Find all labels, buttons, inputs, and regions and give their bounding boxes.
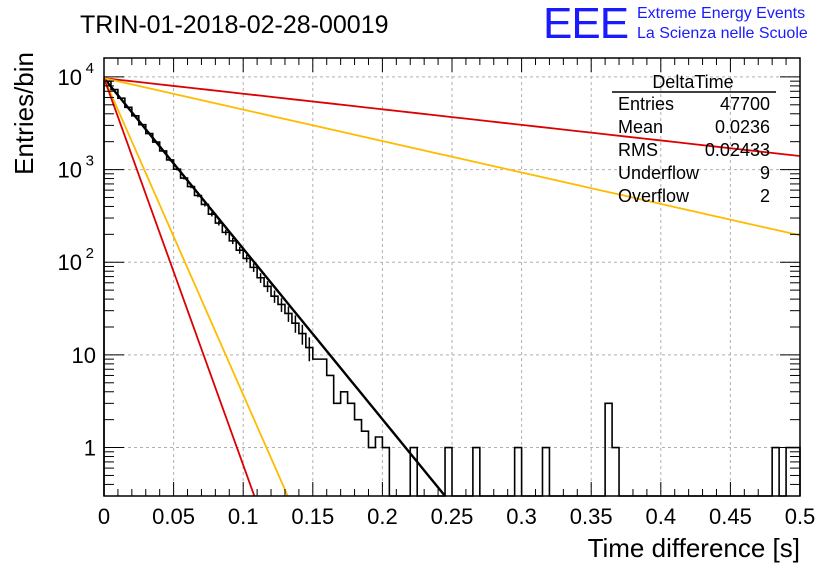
stats-value: 9 xyxy=(760,163,770,183)
plot-frame xyxy=(103,57,801,497)
x-tick-label: 0.45 xyxy=(709,504,752,529)
chart-title: TRIN-01-2018-02-28-00019 xyxy=(80,11,389,39)
x-axis-title: Time difference [s] xyxy=(588,533,800,563)
y-tick-label: 10 xyxy=(58,65,82,90)
stats-value: 0.0236 xyxy=(715,117,770,137)
y-tick-exponent: 2 xyxy=(86,245,94,262)
logo-line2: La Scienza nelle Scuole xyxy=(637,25,808,42)
series-line xyxy=(103,77,446,497)
x-tick-label: 0.1 xyxy=(228,504,259,529)
stats-label: Overflow xyxy=(618,186,690,206)
series-line xyxy=(103,77,289,497)
x-tick-label: 0.5 xyxy=(785,504,816,529)
eee-logo: EEE Extreme Energy Events La Scienza nel… xyxy=(543,0,808,48)
axes: 0 0.05 0.1 0.15 0.2 0.25 0.3 0.35 0.4 0.45 0.5 1 10 1… xyxy=(58,57,816,529)
series-line xyxy=(103,77,256,497)
series-line xyxy=(103,77,801,237)
logo-line1: Extreme Energy Events xyxy=(637,5,805,22)
logo-text: EEE xyxy=(543,0,628,48)
x-tick-label: 0 xyxy=(98,504,110,529)
x-tick-label: 0.05 xyxy=(152,504,195,529)
x-tick-label: 0.25 xyxy=(431,504,474,529)
x-tick-label: 0.3 xyxy=(506,504,537,529)
y-tick-label: 10 xyxy=(72,343,96,368)
stats-label: Underflow xyxy=(618,163,700,183)
stats-box: DeltaTime Entries 47700 Mean 0.0236 RMS 0.024… xyxy=(612,72,776,206)
stats-value: 47700 xyxy=(720,94,770,114)
grid xyxy=(104,58,800,496)
stats-value: 2 xyxy=(760,186,770,206)
y-tick-label: 10 xyxy=(58,158,82,183)
stats-title: DeltaTime xyxy=(652,72,733,92)
fit-curves xyxy=(103,77,801,497)
x-tick-label: 0.35 xyxy=(570,504,613,529)
stats-value: 0.02433 xyxy=(705,140,770,160)
series-line xyxy=(103,77,801,157)
y-tick-exponent: 3 xyxy=(86,153,94,170)
y-tick-label: 1 xyxy=(84,436,96,461)
y-axis-title: Entries/bin xyxy=(9,52,39,175)
x-tick-label: 0.4 xyxy=(646,504,677,529)
x-tick-label: 0.15 xyxy=(291,504,334,529)
stats-label: Mean xyxy=(618,117,663,137)
y-tick-exponent: 4 xyxy=(86,60,94,77)
y-tick-label: 10 xyxy=(58,250,82,275)
stats-label: Entries xyxy=(618,94,674,114)
x-tick-label: 0.2 xyxy=(367,504,398,529)
stats-label: RMS xyxy=(618,140,658,160)
